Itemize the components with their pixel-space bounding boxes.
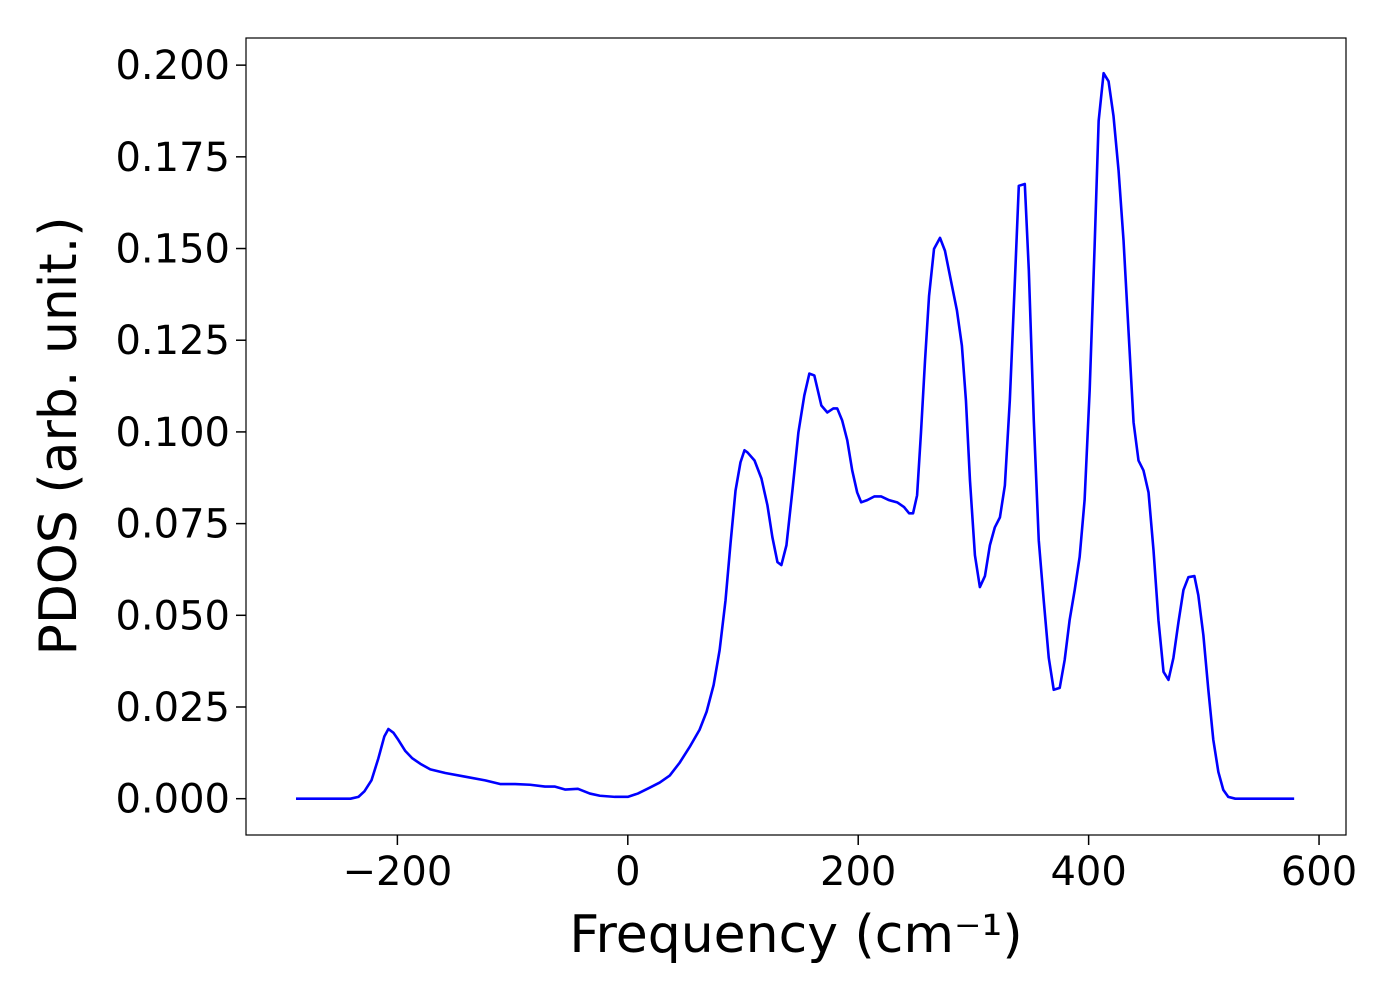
y-tick-label: 0.125 — [115, 318, 230, 364]
y-tick-label: 0.100 — [115, 410, 230, 456]
y-axis-label: PDOS (arb. unit.) — [29, 216, 89, 655]
y-tick-label: 0.075 — [115, 502, 230, 548]
x-tick-label: 400 — [1050, 849, 1126, 895]
y-tick-label: 0.025 — [115, 685, 230, 731]
x-tick-label: 0 — [615, 849, 640, 895]
y-tick-label: 0.050 — [115, 593, 230, 639]
x-tick-label: 600 — [1281, 849, 1357, 895]
x-axis-label: Frequency (cm⁻¹) — [569, 905, 1022, 965]
y-tick-label: 0.150 — [115, 227, 230, 273]
y-tick-label: 0.000 — [115, 777, 230, 823]
line — [296, 71, 1295, 800]
plot-frame — [245, 37, 1347, 836]
x-tick-label: −200 — [342, 849, 452, 895]
x-tick-label: 200 — [820, 849, 896, 895]
y-tick-label: 0.175 — [115, 135, 230, 181]
y-tick-label: 0.200 — [115, 43, 230, 89]
